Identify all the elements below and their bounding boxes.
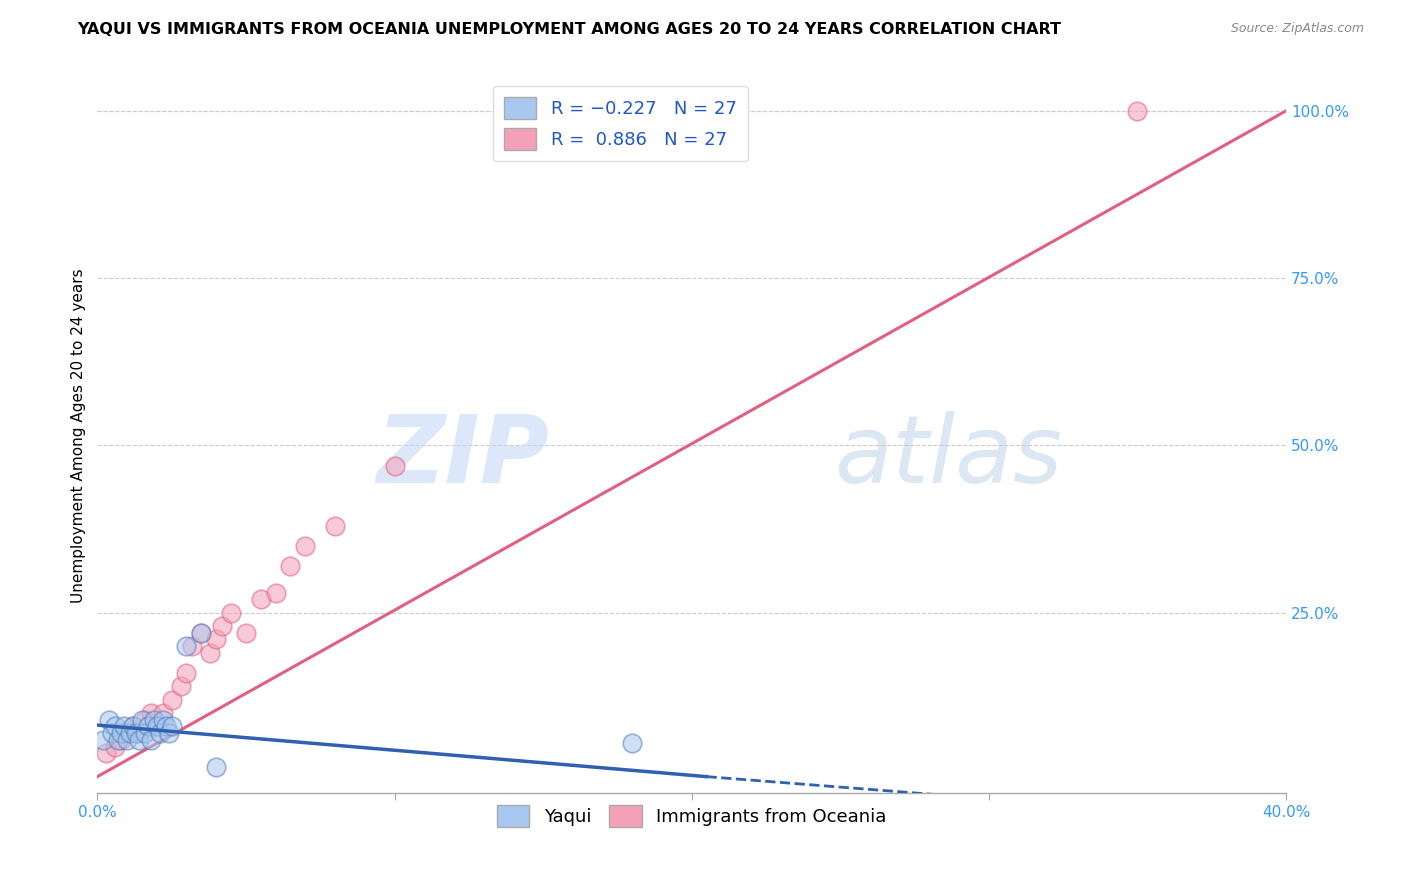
Point xyxy=(384,458,406,473)
Point xyxy=(136,719,159,733)
Point xyxy=(146,719,169,733)
Point xyxy=(91,732,114,747)
Y-axis label: Unemployment Among Ages 20 to 24 years: Unemployment Among Ages 20 to 24 years xyxy=(72,268,86,603)
Point xyxy=(157,726,180,740)
Point xyxy=(104,719,127,733)
Point xyxy=(110,726,132,740)
Point xyxy=(176,665,198,680)
Point xyxy=(112,719,135,733)
Point xyxy=(128,726,150,740)
Text: atlas: atlas xyxy=(834,411,1063,502)
Point xyxy=(219,606,242,620)
Point xyxy=(235,625,257,640)
Text: Source: ZipAtlas.com: Source: ZipAtlas.com xyxy=(1230,22,1364,36)
Point xyxy=(107,732,129,747)
Point xyxy=(205,632,228,647)
Point xyxy=(115,726,138,740)
Point xyxy=(110,732,132,747)
Text: ZIP: ZIP xyxy=(377,411,548,503)
Text: YAQUI VS IMMIGRANTS FROM OCEANIA UNEMPLOYMENT AMONG AGES 20 TO 24 YEARS CORRELAT: YAQUI VS IMMIGRANTS FROM OCEANIA UNEMPLO… xyxy=(77,22,1062,37)
Point xyxy=(155,719,177,733)
Point xyxy=(122,719,145,733)
Point xyxy=(169,679,191,693)
Point xyxy=(134,726,156,740)
Point xyxy=(152,713,174,727)
Point xyxy=(122,719,145,733)
Point xyxy=(98,713,121,727)
Point xyxy=(190,625,212,640)
Point xyxy=(176,639,198,653)
Point xyxy=(128,732,150,747)
Point xyxy=(200,646,222,660)
Point xyxy=(152,706,174,720)
Point xyxy=(142,713,165,727)
Point xyxy=(205,759,228,773)
Point xyxy=(96,746,118,760)
Legend: Yaqui, Immigrants from Oceania: Yaqui, Immigrants from Oceania xyxy=(489,798,894,834)
Point xyxy=(139,706,162,720)
Point xyxy=(160,692,183,706)
Point xyxy=(118,726,141,740)
Point xyxy=(264,585,287,599)
Point xyxy=(149,726,172,740)
Point xyxy=(294,539,316,553)
Point xyxy=(104,739,127,754)
Point xyxy=(101,726,124,740)
Point xyxy=(134,713,156,727)
Point xyxy=(190,625,212,640)
Point xyxy=(131,713,153,727)
Point xyxy=(139,732,162,747)
Point xyxy=(323,518,346,533)
Point xyxy=(280,558,302,573)
Point xyxy=(621,736,644,750)
Point xyxy=(1126,103,1149,118)
Point xyxy=(160,719,183,733)
Point xyxy=(211,619,233,633)
Point xyxy=(146,719,169,733)
Point xyxy=(249,592,271,607)
Point xyxy=(115,732,138,747)
Point xyxy=(125,726,148,740)
Point xyxy=(181,639,204,653)
